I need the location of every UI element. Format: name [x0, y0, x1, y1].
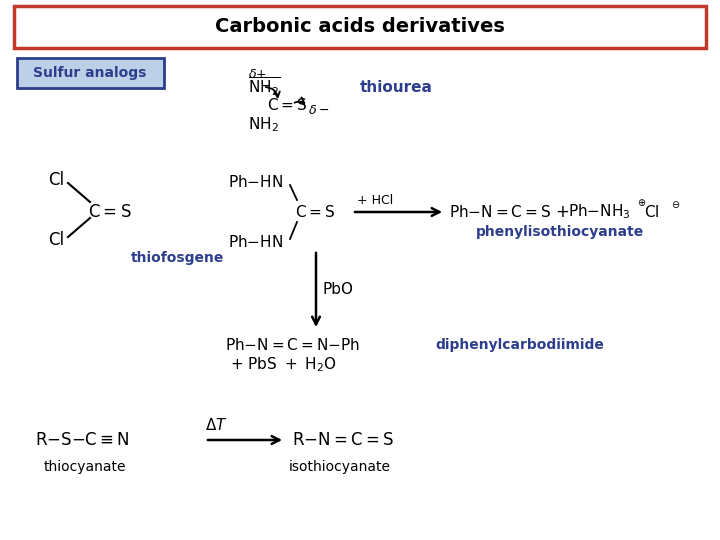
Text: $\mathrm{Ph{-}N{=}C{=}N{-}Ph}$: $\mathrm{Ph{-}N{=}C{=}N{-}Ph}$ [225, 337, 360, 353]
Text: $\mathrm{C{=}S}$: $\mathrm{C{=}S}$ [267, 97, 307, 113]
Text: $+$: $+$ [555, 203, 569, 221]
Text: $\ominus$: $\ominus$ [671, 199, 680, 210]
Text: $\mathrm{C{=}S}$: $\mathrm{C{=}S}$ [295, 204, 336, 220]
Text: thiourea: thiourea [360, 79, 433, 94]
FancyBboxPatch shape [17, 58, 164, 88]
Text: $\mathrm{R{-}N{=}C{=}S}$: $\mathrm{R{-}N{=}C{=}S}$ [292, 431, 394, 449]
FancyBboxPatch shape [14, 6, 706, 48]
Text: $\overline{\mathrm{NH_2}}$: $\overline{\mathrm{NH_2}}$ [248, 76, 280, 98]
Text: + HCl: + HCl [357, 193, 393, 206]
Text: thiocyanate: thiocyanate [44, 460, 126, 474]
Text: $\delta-$: $\delta-$ [308, 104, 329, 117]
Text: PbO: PbO [323, 282, 354, 298]
Text: $\delta$+: $\delta$+ [248, 69, 267, 82]
Text: Carbonic acids derivatives: Carbonic acids derivatives [215, 17, 505, 37]
Text: Sulfur analogs: Sulfur analogs [33, 66, 147, 80]
Text: Cl: Cl [48, 231, 64, 249]
Text: $\mathrm{NH_2}$: $\mathrm{NH_2}$ [248, 116, 279, 134]
Text: $\mathrm{Cl}$: $\mathrm{Cl}$ [644, 204, 660, 220]
Text: $\mathrm{Ph{-}NH_3}$: $\mathrm{Ph{-}NH_3}$ [568, 202, 631, 221]
Text: $\mathrm{Ph{-}N{=}C{=}S}$: $\mathrm{Ph{-}N{=}C{=}S}$ [449, 204, 551, 220]
Text: Cl: Cl [48, 171, 64, 189]
Text: $\mathrm{Ph{-}HN}$: $\mathrm{Ph{-}HN}$ [228, 234, 283, 250]
Text: isothiocyanate: isothiocyanate [289, 460, 391, 474]
Text: $\oplus$: $\oplus$ [637, 197, 647, 207]
Text: thiofosgene: thiofosgene [131, 251, 225, 265]
Text: $+\ \mathrm{PbS}\ +\ \mathrm{H_2O}$: $+\ \mathrm{PbS}\ +\ \mathrm{H_2O}$ [230, 356, 337, 374]
Text: $\mathrm{Ph{-}HN}$: $\mathrm{Ph{-}HN}$ [228, 174, 283, 190]
Text: $\Delta T$: $\Delta T$ [205, 417, 228, 433]
Text: $\mathrm{C{=}S}$: $\mathrm{C{=}S}$ [88, 203, 132, 221]
Text: phenylisothiocyanate: phenylisothiocyanate [476, 225, 644, 239]
Text: diphenylcarbodiimide: diphenylcarbodiimide [435, 338, 604, 352]
Text: $\mathrm{R{-}S{-}C{\equiv}N}$: $\mathrm{R{-}S{-}C{\equiv}N}$ [35, 431, 130, 449]
